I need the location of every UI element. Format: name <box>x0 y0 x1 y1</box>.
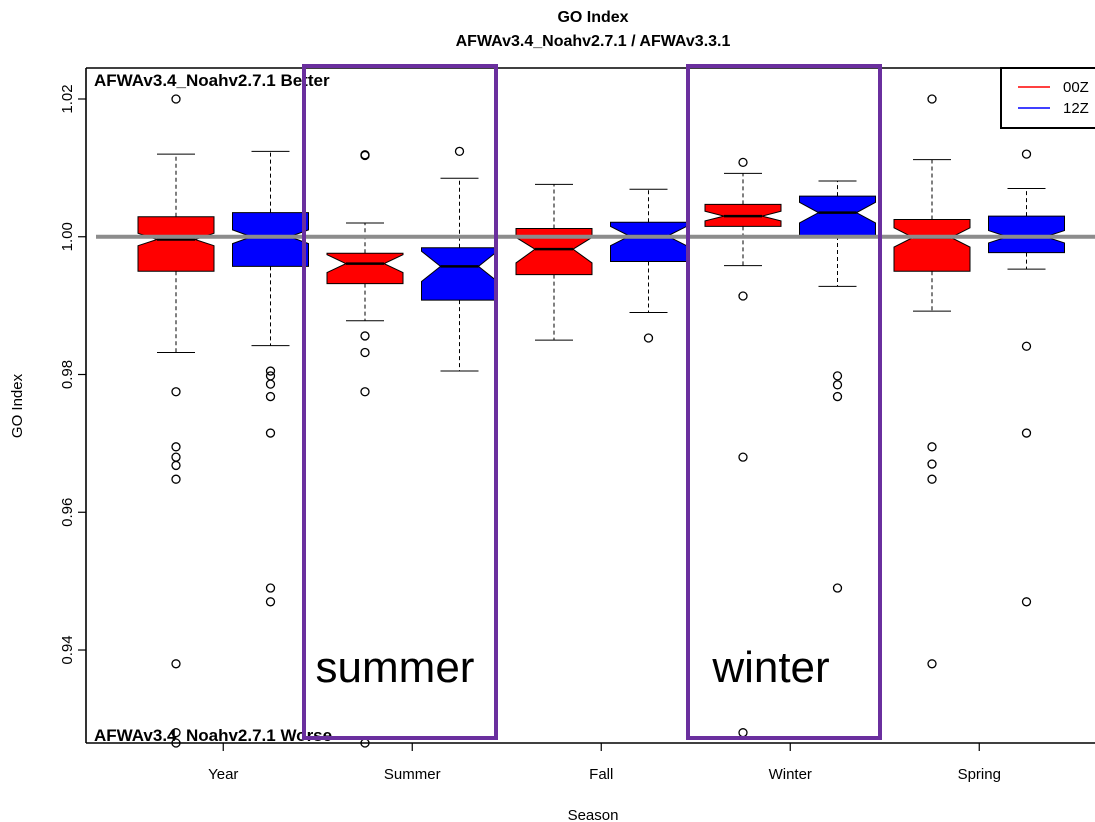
legend: 00Z 12Z <box>1000 67 1095 129</box>
chart-subtitle: AFWAv3.4_Noahv2.7.1 / AFWAv3.3.1 <box>456 33 731 50</box>
outlier-point-00z-spring <box>927 459 937 469</box>
outlier-point-00z-spring <box>927 442 937 452</box>
box-12z-year <box>232 212 309 267</box>
legend-box <box>1000 67 1095 129</box>
plot-area: 0.94 0.96 0.98 1.00 1.02 Year Summer Fall Winter… <box>59 67 1095 783</box>
outlier-point-12z-spring <box>1021 341 1032 351</box>
legend-label-00z: 00Z <box>1063 79 1089 96</box>
outlier-point-12z-winter <box>832 391 843 402</box>
box-00z-fall <box>515 227 593 276</box>
x-tick-label: Summer <box>384 766 441 783</box>
box-12z-summer <box>421 247 498 301</box>
outlier-point-00z-year <box>171 738 181 748</box>
y-tick-label: 0.96 <box>59 498 76 527</box>
x-axis-label: Season <box>568 807 619 822</box>
outlier-point-12z-year <box>265 366 276 376</box>
outlier-point-00z-year <box>171 94 181 104</box>
outlier-point-12z-year <box>265 583 276 593</box>
outlier-point-00z-year <box>171 387 181 397</box>
outlier-point-12z-spring <box>1021 428 1032 438</box>
outlier-point-12z-year <box>265 379 276 389</box>
y-tick-label: 1.00 <box>59 222 76 251</box>
y-axis-label: GO Index <box>9 373 26 438</box>
outlier-point-00z-year <box>171 460 181 471</box>
box-12z-winter <box>799 195 876 237</box>
box-12z-fall <box>610 221 687 263</box>
x-tick-label: Spring <box>958 766 1001 783</box>
outlier-point-00z-spring <box>927 474 937 484</box>
y-tick-label: 0.94 <box>59 635 76 664</box>
outlier-point-12z-year <box>265 371 276 381</box>
outlier-point-12z-year <box>265 597 276 607</box>
highlight-label-summer: summer <box>316 643 475 692</box>
box-00z-spring <box>893 219 971 272</box>
outlier-point-00z-year <box>171 659 181 669</box>
highlight-label-winter: winter <box>711 643 829 692</box>
highlight-box-summer <box>302 64 498 740</box>
outlier-point-00z-year <box>171 452 181 462</box>
box-00z-summer <box>326 252 404 285</box>
y-tick-label: 1.02 <box>59 84 76 113</box>
outlier-point-12z-spring <box>1021 149 1032 159</box>
highlight-box-winter <box>686 64 882 740</box>
outlier-point-12z-winter <box>832 583 843 593</box>
outlier-point-12z-year <box>265 428 276 438</box>
outlier-point-00z-spring <box>927 94 937 104</box>
outlier-point-00z-year <box>171 474 181 484</box>
box-00z-year <box>137 216 215 272</box>
outlier-point-00z-summer <box>360 331 370 341</box>
outlier-point-12z-summer <box>454 146 465 156</box>
x-tick-label: Winter <box>769 766 812 783</box>
outlier-point-12z-spring <box>1021 597 1032 607</box>
box-12z-spring <box>988 215 1065 254</box>
outlier-point-00z-spring <box>927 659 937 669</box>
outlier-point-00z-year <box>171 728 181 738</box>
outlier-point-00z-winter <box>738 157 748 168</box>
outlier-point-12z-winter <box>832 380 843 390</box>
x-tick-label: Year <box>208 766 238 783</box>
outlier-point-00z-winter <box>738 291 748 301</box>
outlier-point-12z-year <box>265 391 276 402</box>
outlier-point-00z-year <box>171 442 181 452</box>
legend-label-12z: 12Z <box>1063 100 1089 117</box>
corner-label-better: AFWAv3.4_Noahv2.7.1 Better <box>94 71 330 90</box>
outlier-point-00z-winter <box>738 452 748 462</box>
outlier-point-00z-summer <box>360 150 370 161</box>
corner-label-worse: AFWAv3.4_Noahv2.7.1 Worse <box>94 726 332 745</box>
outlier-point-12z-fall <box>643 333 654 343</box>
outlier-point-12z-winter <box>832 371 843 381</box>
x-tick-label: Fall <box>589 766 613 783</box>
outlier-point-00z-summer <box>360 347 370 358</box>
y-tick-label: 0.98 <box>59 360 76 389</box>
outlier-point-00z-summer <box>360 387 370 397</box>
chart-title: GO Index <box>557 9 628 26</box>
outlier-point-00z-winter <box>738 728 748 738</box>
